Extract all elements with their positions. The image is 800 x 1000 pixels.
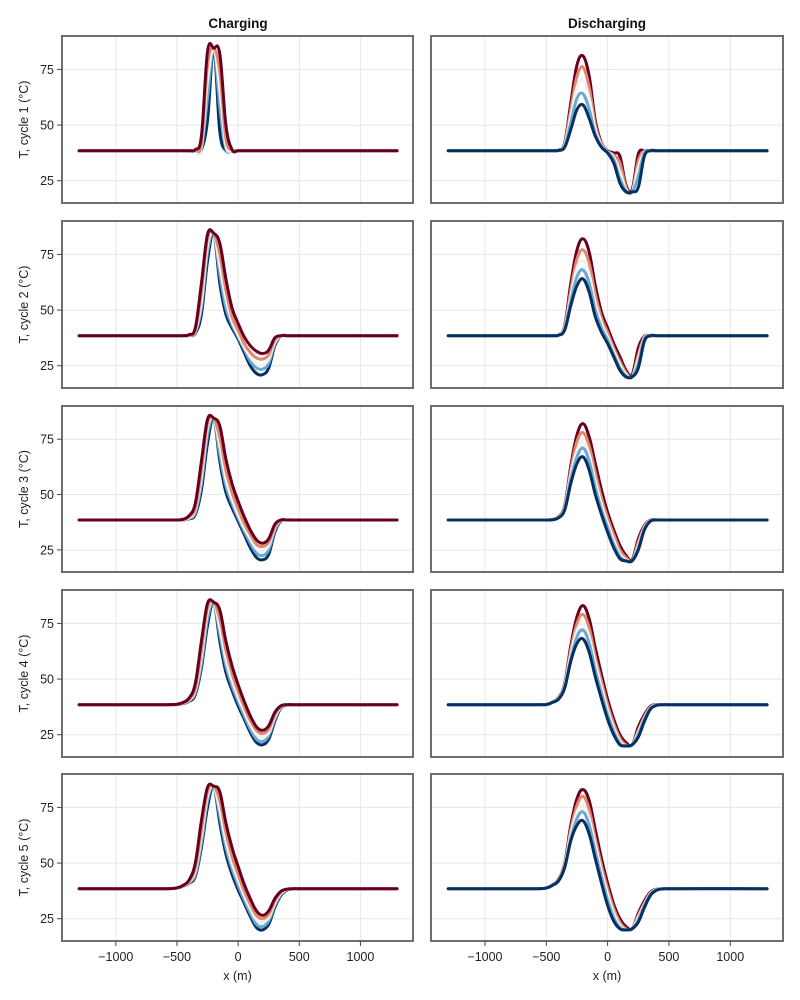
- panel-frame: [61, 35, 414, 204]
- x-tick-label: −500: [163, 950, 191, 964]
- x-tick-label: 500: [659, 950, 680, 964]
- x-tick-label: −1000: [98, 950, 133, 964]
- series-line-5: [77, 228, 399, 356]
- panel-frame: [61, 405, 414, 573]
- x-axis-label: x (m): [593, 969, 621, 983]
- y-tick-label: 50: [40, 304, 54, 318]
- series-line-1: [446, 818, 769, 932]
- x-tick-label: 1000: [716, 950, 744, 964]
- panel-frame: [430, 589, 784, 758]
- y-tick-label: 75: [40, 63, 54, 77]
- panel-frame: [430, 405, 784, 573]
- y-tick-label: 50: [40, 673, 54, 687]
- y-tick-label: 50: [40, 857, 54, 871]
- x-tick-label: −500: [532, 950, 560, 964]
- series-line-5: [77, 598, 399, 732]
- panel-charging-cycle-5: 25 50 75 T, cycle 5 (°C) −1000 −500 0 500 1000 x …: [17, 773, 414, 983]
- series-line-1: [446, 636, 769, 748]
- panel-discharging-cycle-4: [430, 589, 784, 758]
- column-title-charging: Charging: [208, 16, 267, 31]
- y-tick-label: 75: [40, 617, 54, 631]
- x-tick-label: 1000: [347, 950, 375, 964]
- panel-charging-cycle-3: 25 50 75 T, cycle 3 (°C): [17, 405, 414, 573]
- y-tick-label: 75: [40, 248, 54, 262]
- panel-discharging-cycle-1: [430, 35, 784, 204]
- series-line-1: [446, 102, 769, 195]
- panel-frame: [61, 220, 414, 389]
- panel-charging-cycle-2: 25 50 75 T, cycle 2 (°C): [17, 220, 414, 389]
- column-title-discharging: Discharging: [568, 16, 646, 31]
- panel-frame: [430, 35, 784, 204]
- panels-grid: 25 50 75 T, cycle 1 (°C) 25 50 75 T, cycle 2 (°…: [17, 35, 784, 983]
- panel-charging-cycle-4: 25 50 75 T, cycle 4 (°C): [17, 589, 414, 758]
- x-axis-label: x (m): [223, 969, 251, 983]
- y-tick-label: 25: [40, 912, 54, 926]
- y-axis-label: T, cycle 5 (°C): [17, 819, 31, 897]
- panel-discharging-cycle-5: −1000 −500 0 500 1000 x (m): [430, 773, 784, 983]
- panel-charging-cycle-1: 25 50 75 T, cycle 1 (°C): [17, 35, 414, 204]
- series-line-5: [77, 413, 399, 545]
- series-line-5: [77, 782, 399, 917]
- panel-frame: [430, 220, 784, 389]
- y-tick-label: 25: [40, 174, 54, 188]
- x-tick-label: 0: [604, 950, 611, 964]
- panel-frame: [61, 589, 414, 758]
- y-axis-label: T, cycle 1 (°C): [17, 81, 31, 159]
- series-line-1: [446, 277, 769, 380]
- y-tick-label: 25: [40, 359, 54, 373]
- series-line-1: [446, 455, 769, 564]
- x-tick-label: −1000: [467, 950, 502, 964]
- y-tick-label: 25: [40, 728, 54, 742]
- y-tick-label: 50: [40, 119, 54, 133]
- y-axis-label: T, cycle 2 (°C): [17, 266, 31, 344]
- y-tick-label: 50: [40, 488, 54, 502]
- panel-discharging-cycle-3: [430, 405, 784, 573]
- panel-discharging-cycle-2: [430, 220, 784, 389]
- y-tick-label: 75: [40, 433, 54, 447]
- series-line-5: [77, 41, 399, 154]
- panel-frame: [61, 773, 414, 942]
- y-axis-label: T, cycle 4 (°C): [17, 635, 31, 713]
- y-axis-label: T, cycle 3 (°C): [17, 450, 31, 528]
- x-tick-label: 500: [289, 950, 310, 964]
- panel-frame: [430, 773, 784, 942]
- x-tick-label: 0: [235, 950, 242, 964]
- y-tick-label: 25: [40, 543, 54, 557]
- y-tick-label: 75: [40, 801, 54, 815]
